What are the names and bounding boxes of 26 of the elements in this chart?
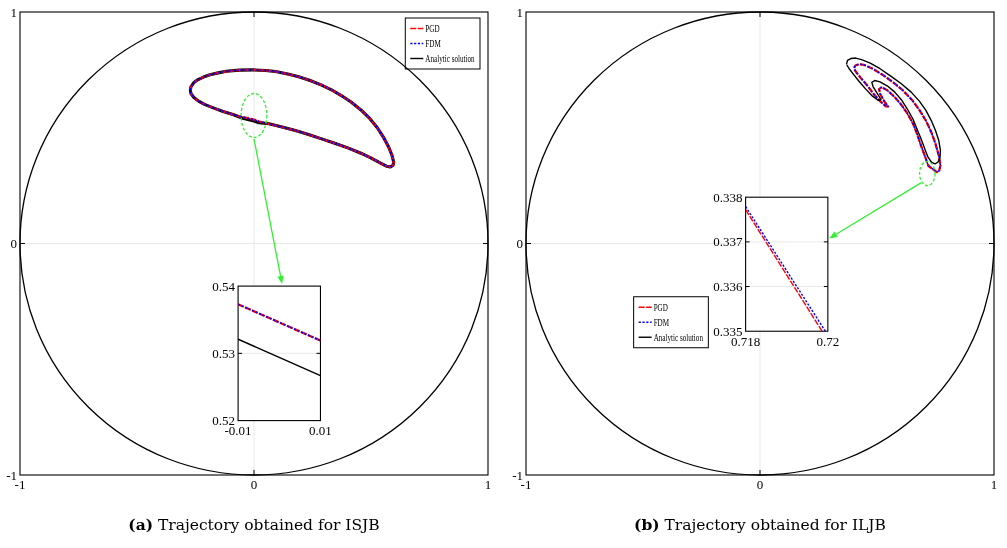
- y-tick-label: 0.335: [713, 323, 743, 339]
- legend-label: FDM: [653, 316, 670, 329]
- y-tick-label: 0: [516, 236, 523, 252]
- x-tick-label: 1: [990, 477, 998, 493]
- y-tick-label: -1: [6, 467, 17, 483]
- legend-label: PGD: [653, 301, 669, 314]
- legend-label: FDM: [425, 37, 441, 50]
- x-tick-label: 0: [250, 477, 258, 493]
- x-tick-label: 0.72: [816, 333, 840, 349]
- legend-label: Analytic solution: [653, 331, 704, 344]
- x-tick-label: 1: [484, 477, 492, 493]
- legend-label: Analytic solution: [425, 52, 476, 65]
- y-tick-label: 0.54: [212, 278, 236, 294]
- y-tick-label: 0.53: [212, 345, 236, 361]
- y-tick-label: -1: [512, 467, 523, 483]
- y-tick-label: 1: [516, 4, 523, 20]
- text: (a) Trajectory obtained for ISJB: [128, 515, 380, 534]
- y-tick-label: 0: [10, 236, 17, 252]
- y-tick-label: 0.338: [713, 189, 743, 205]
- x-tick-label: 0.01: [309, 423, 332, 438]
- y-tick-label: 0.336: [713, 279, 744, 295]
- legend-label: PGD: [425, 22, 440, 35]
- text: (b) Trajectory obtained for ILJB: [634, 515, 886, 534]
- y-tick-label: 0.337: [713, 234, 744, 250]
- y-tick-label: 1: [10, 4, 17, 20]
- x-tick-label: 0: [756, 477, 764, 493]
